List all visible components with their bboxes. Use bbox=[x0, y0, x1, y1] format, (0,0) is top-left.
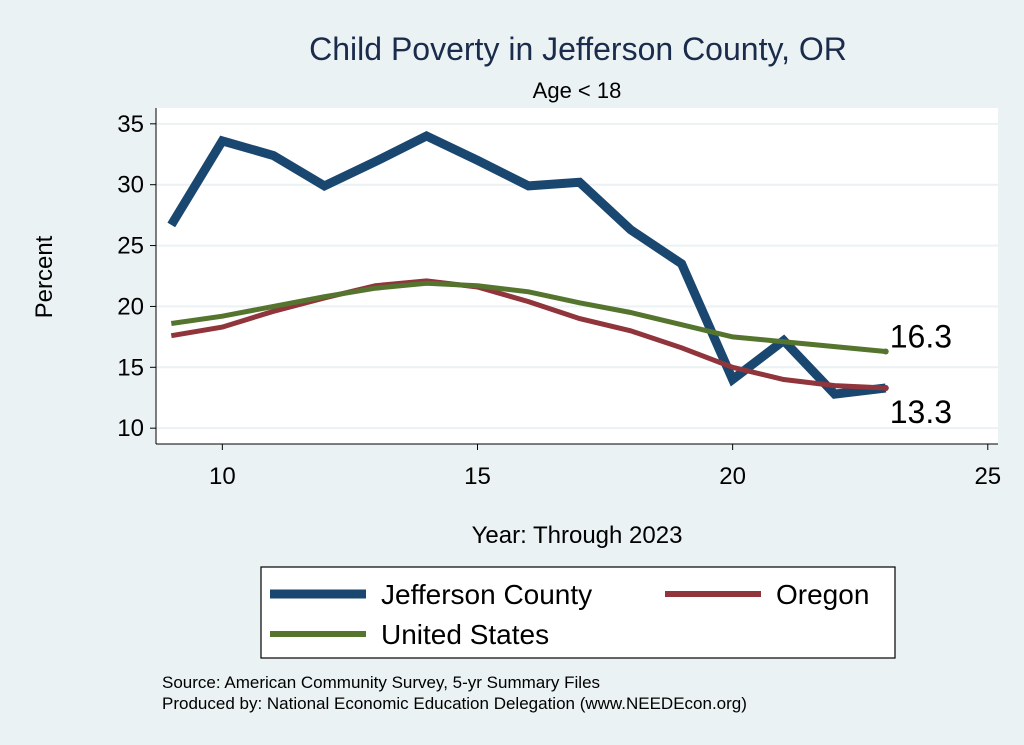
y-tick-label: 20 bbox=[117, 293, 144, 320]
y-axis-title: Percent bbox=[31, 235, 58, 318]
legend-label-jefferson-county: Jefferson County bbox=[381, 579, 592, 610]
legend-label-united-states: United States bbox=[381, 619, 549, 650]
end-labels: 16.3 13.3 bbox=[890, 318, 952, 430]
x-tick-label: 10 bbox=[209, 463, 236, 490]
end-label: 16.3 bbox=[890, 318, 952, 354]
chart-subtitle: Age < 18 bbox=[533, 78, 622, 103]
series-line-united-states bbox=[170, 280, 886, 354]
y-tick-label: 35 bbox=[117, 111, 144, 138]
y-tick-label: 10 bbox=[117, 415, 144, 442]
series-line-jefferson-county bbox=[167, 130, 887, 399]
y-tick-label: 25 bbox=[117, 233, 144, 260]
source-note: Source: American Community Survey, 5-yr … bbox=[162, 673, 600, 692]
x-tick-label: 20 bbox=[719, 463, 746, 490]
x-axis-title: Year: Through 2023 bbox=[472, 522, 683, 549]
x-axis-ticks: 10 15 20 25 bbox=[209, 444, 1001, 490]
y-axis-ticks: 10 15 20 25 30 35 bbox=[117, 111, 156, 442]
series-line-oregon bbox=[170, 278, 886, 391]
x-tick-label: 25 bbox=[974, 463, 1001, 490]
legend-label-oregon: Oregon bbox=[776, 579, 869, 610]
y-tick-label: 30 bbox=[117, 172, 144, 199]
y-tick-label: 15 bbox=[117, 354, 144, 381]
end-label: 13.3 bbox=[890, 394, 952, 430]
x-tick-label: 15 bbox=[464, 463, 491, 490]
producer-note: Produced by: National Economic Education… bbox=[162, 694, 747, 713]
chart-title: Child Poverty in Jefferson County, OR bbox=[309, 31, 847, 67]
series-end-point bbox=[882, 385, 889, 391]
series-lines bbox=[167, 130, 889, 399]
legend: Jefferson County Oregon United States bbox=[260, 566, 896, 659]
legend-box bbox=[260, 566, 896, 659]
series-end-point bbox=[882, 348, 889, 355]
